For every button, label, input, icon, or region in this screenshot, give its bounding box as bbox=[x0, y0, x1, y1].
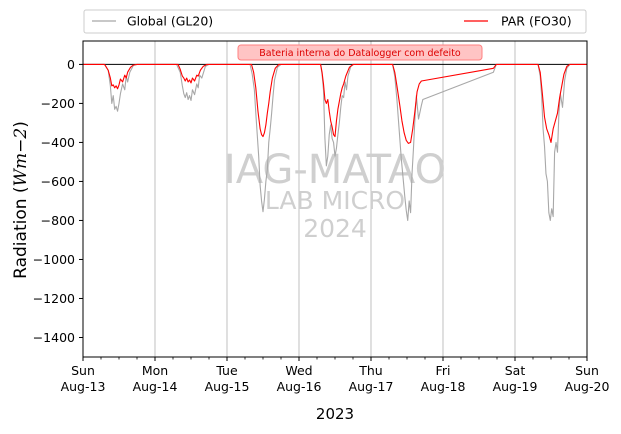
y-tick-label: −400 bbox=[41, 135, 75, 150]
x-tick-label-weekday: Mon bbox=[142, 363, 168, 378]
x-axis-title: 2023 bbox=[316, 405, 354, 423]
grid-lines bbox=[154, 41, 516, 357]
y-tick-label: 0 bbox=[67, 57, 75, 72]
x-tick-label-date: Aug-14 bbox=[133, 379, 178, 394]
watermark-line-3: 2024 bbox=[303, 214, 367, 243]
x-tick-label-weekday: Fri bbox=[436, 363, 451, 378]
x-tick-label-weekday: Sun bbox=[575, 363, 599, 378]
x-tick-label-weekday: Sun bbox=[71, 363, 95, 378]
watermark-line-2: LAB MICRO bbox=[265, 186, 405, 215]
x-tick-label-date: Aug-19 bbox=[493, 379, 538, 394]
legend-box bbox=[83, 9, 587, 34]
y-axis-title-unit: Wm−2 bbox=[11, 128, 31, 187]
y-axis-title-close: ) bbox=[11, 121, 31, 128]
x-tick-label-weekday: Tue bbox=[215, 363, 238, 378]
x-axis: SunAug-13MonAug-14TueAug-15WedAug-16ThuA… bbox=[61, 357, 610, 394]
y-tick-label: −1000 bbox=[33, 252, 75, 267]
x-tick-label-date: Aug-13 bbox=[61, 379, 106, 394]
y-tick-label: −1200 bbox=[33, 291, 75, 306]
y-axis-title: Radiation (Wm−2) bbox=[11, 121, 31, 279]
y-axis-title-main: Radiation ( bbox=[11, 186, 31, 278]
y-tick-label: −800 bbox=[41, 213, 75, 228]
plot-background bbox=[83, 41, 587, 357]
plot-area: IAG-MATAO LAB MICRO 2024 Bateria interna… bbox=[82, 40, 588, 358]
y-tick-label: −600 bbox=[41, 174, 75, 189]
legend-label-par: PAR (FO30) bbox=[501, 14, 572, 29]
annotation-box bbox=[237, 44, 483, 61]
y-axis: 0 −200 −400 −600 −800 −1000 −1200 −1400 bbox=[33, 57, 83, 345]
y-tick-label: −1400 bbox=[33, 330, 75, 345]
x-tick-label-weekday: Thu bbox=[358, 363, 382, 378]
legend: Global (GL20) PAR (FO30) bbox=[83, 9, 587, 34]
y-tick-label: −200 bbox=[41, 96, 75, 111]
x-tick-label-weekday: Sat bbox=[505, 363, 526, 378]
annotation-text: Bateria interna do Datalogger com defeit… bbox=[259, 48, 461, 59]
x-tick-label-date: Aug-18 bbox=[421, 379, 466, 394]
x-tick-label-weekday: Wed bbox=[285, 363, 312, 378]
legend-label-global: Global (GL20) bbox=[127, 14, 213, 29]
x-tick-label-date: Aug-16 bbox=[277, 379, 322, 394]
x-tick-label-date: Aug-15 bbox=[205, 379, 250, 394]
x-tick-label-date: Aug-20 bbox=[565, 379, 610, 394]
series-layer bbox=[83, 63, 587, 222]
x-tick-label-date: Aug-17 bbox=[349, 379, 394, 394]
series-line-par bbox=[83, 63, 587, 144]
